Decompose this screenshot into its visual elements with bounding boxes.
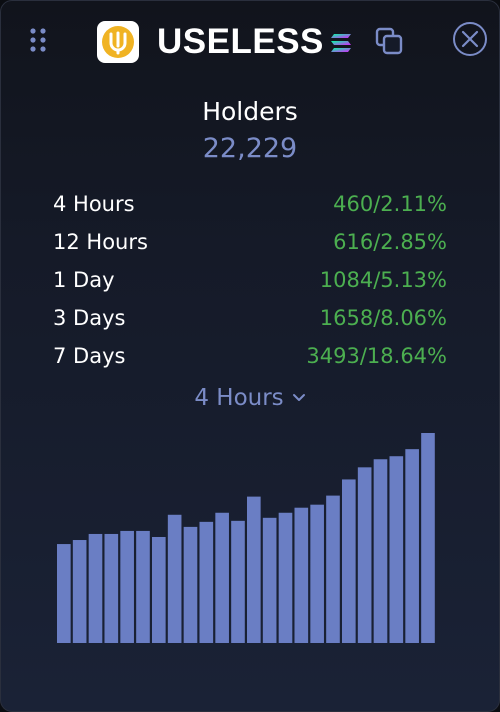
- token-logo: [97, 21, 139, 63]
- chart-bar: [405, 449, 419, 643]
- copy-icon[interactable]: [375, 27, 403, 55]
- chart-bar: [167, 514, 182, 643]
- chart-bar: [199, 521, 214, 643]
- chart-bar: [136, 530, 150, 643]
- stat-count: 3493: [306, 344, 360, 368]
- stat-count: 1658: [319, 306, 374, 330]
- close-icon[interactable]: [452, 21, 488, 57]
- stat-percent: 5.13%: [380, 268, 447, 292]
- chart-bar: [247, 496, 261, 643]
- stat-row: 12 Hours 616/2.85%: [53, 223, 447, 261]
- solana-icon: [330, 33, 352, 53]
- stat-label: 12 Hours: [53, 230, 148, 254]
- stat-percent: 18.64%: [366, 344, 447, 368]
- holders-bar-chart: [1, 421, 499, 651]
- bar-chart-svg: [57, 433, 435, 643]
- chart-bar: [373, 459, 388, 643]
- time-range-selected: 4 Hours: [194, 385, 284, 411]
- time-range-dropdown[interactable]: 4 Hours: [1, 385, 499, 411]
- chart-bar: [262, 517, 277, 643]
- stat-row: 3 Days 1658/8.06%: [53, 299, 447, 337]
- chevron-down-icon: [292, 394, 305, 401]
- chart-bar: [342, 479, 356, 643]
- chart-bar: [152, 536, 166, 643]
- chart-bar: [278, 512, 293, 643]
- stat-row: 1 Day 1084/5.13%: [53, 261, 447, 299]
- chart-bar: [57, 544, 71, 643]
- token-name: USELESS: [157, 22, 324, 61]
- stat-count: 1084: [319, 268, 374, 292]
- chart-bar: [183, 526, 198, 643]
- stat-percent: 2.11%: [380, 192, 447, 216]
- stat-value: 460/2.11%: [333, 192, 447, 216]
- chart-bar: [389, 456, 404, 643]
- stat-value: 1084/5.13%: [319, 268, 447, 292]
- stat-label: 7 Days: [53, 344, 126, 368]
- chart-bar: [72, 540, 87, 643]
- chart-bar: [88, 533, 103, 643]
- chart-bar: [421, 433, 435, 643]
- chart-bar: [310, 504, 324, 643]
- chart-bar: [231, 520, 245, 643]
- holders-label: Holders: [202, 97, 298, 126]
- holders-count: 22,229: [202, 133, 298, 164]
- stat-row: 4 Hours 460/2.11%: [53, 185, 447, 223]
- stat-value: 3493/18.64%: [306, 344, 447, 368]
- holder-change-stats: 4 Hours 460/2.11% 12 Hours 616/2.85% 1 D…: [53, 185, 447, 375]
- stat-value: 1658/8.06%: [319, 306, 447, 330]
- chart-bar: [294, 507, 309, 643]
- stat-value: 616/2.85%: [333, 230, 447, 254]
- stat-percent: 2.85%: [380, 230, 447, 254]
- stat-count: 460: [333, 192, 374, 216]
- useless-logo-icon: [102, 26, 134, 58]
- chart-bar: [326, 495, 340, 643]
- stat-row: 7 Days 3493/18.64%: [53, 337, 447, 375]
- stat-percent: 8.06%: [380, 306, 447, 330]
- drag-handle-icon[interactable]: [29, 27, 47, 53]
- chart-bar: [120, 530, 134, 643]
- chart-bar: [357, 467, 372, 643]
- stat-label: 4 Hours: [53, 192, 135, 216]
- chart-bar: [215, 512, 229, 643]
- stat-count: 616: [333, 230, 374, 254]
- stat-label: 3 Days: [53, 306, 126, 330]
- stat-label: 1 Day: [53, 268, 115, 292]
- chart-bar: [104, 533, 119, 643]
